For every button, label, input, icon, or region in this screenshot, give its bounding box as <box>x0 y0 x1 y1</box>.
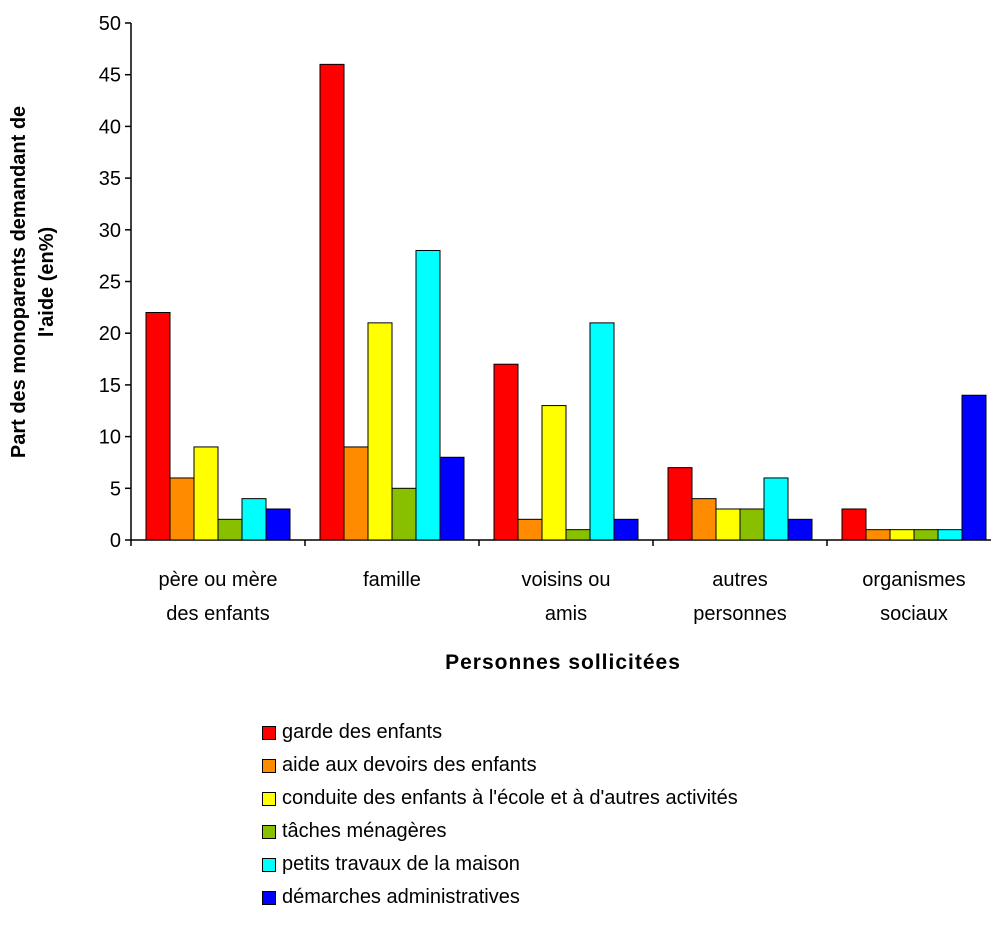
legend-swatch <box>262 857 276 872</box>
bar <box>517 518 543 541</box>
bar <box>913 529 939 541</box>
y-tick-label: 15 <box>99 375 121 397</box>
bar <box>265 508 291 541</box>
bar <box>787 518 813 541</box>
legend-label: garde des enfants <box>282 721 443 743</box>
x-category-label: famille <box>363 569 421 591</box>
bar <box>613 518 639 541</box>
bar <box>763 477 789 541</box>
legend-label: démarches administratives <box>282 886 520 908</box>
legend-swatch <box>262 890 276 905</box>
legend-item: tâches ménagères <box>262 815 738 848</box>
y-tick-label: 50 <box>99 13 121 35</box>
y-tick-label: 0 <box>110 530 121 552</box>
bar <box>715 508 741 541</box>
y-axis-title: Part des monoparents demandant de l'aide … <box>8 106 58 458</box>
bar <box>367 322 393 541</box>
bar <box>589 322 615 541</box>
y-tick-label: 25 <box>99 272 121 294</box>
bar <box>343 446 369 541</box>
x-category-label: autres <box>712 569 768 591</box>
x-category-label: des enfants <box>166 603 269 625</box>
legend-label: aide aux devoirs des enfants <box>282 754 537 776</box>
x-category-label: organismes <box>862 569 965 591</box>
legend-swatch <box>262 824 276 839</box>
x-category-label: père ou mère <box>159 569 278 591</box>
bar <box>145 312 171 541</box>
legend-item: conduite des enfants à l'école et à d'au… <box>262 782 738 815</box>
y-tick-label: 20 <box>99 323 121 345</box>
bar <box>217 518 243 541</box>
bar <box>667 467 693 541</box>
bar-chart: 0 5 10 15 20 25 30 35 40 45 50 père ou mère des enfa… <box>8 13 991 674</box>
x-category-label: voisins ou <box>522 569 611 591</box>
x-axis-title: Personnes sollicitées <box>445 651 681 674</box>
legend-swatch <box>262 725 276 740</box>
y-tick-label: 35 <box>99 168 121 190</box>
x-category-label: amis <box>545 603 587 625</box>
y-tick-label: 40 <box>99 116 121 138</box>
bar <box>493 363 519 541</box>
legend-item: garde des enfants <box>262 716 738 749</box>
y-tick-label: 10 <box>99 427 121 449</box>
legend-label: conduite des enfants à l'école et à d'au… <box>282 787 738 809</box>
legend-label: petits travaux de la maison <box>282 853 520 875</box>
legend-swatch <box>262 758 276 773</box>
bar <box>739 508 765 541</box>
bar <box>565 529 591 541</box>
bar <box>319 63 345 541</box>
chart-legend: garde des enfants aide aux devoirs des en… <box>262 716 738 914</box>
bar <box>691 498 717 541</box>
y-tick-label: 45 <box>99 65 121 87</box>
y-tick-label: 30 <box>99 220 121 242</box>
bar <box>169 477 195 541</box>
legend-swatch <box>262 791 276 806</box>
bar <box>937 529 963 541</box>
bar <box>841 508 867 541</box>
bar <box>889 529 915 541</box>
bar <box>439 456 465 541</box>
legend-item: petits travaux de la maison <box>262 848 738 881</box>
legend-label: tâches ménagères <box>282 820 447 842</box>
bar <box>415 249 441 541</box>
bar <box>541 405 567 541</box>
legend-item: aide aux devoirs des enfants <box>262 749 738 782</box>
bar <box>961 394 987 541</box>
legend-item: démarches administratives <box>262 881 738 914</box>
bar <box>241 498 267 541</box>
x-category-label: sociaux <box>880 603 948 625</box>
y-tick-label: 5 <box>110 478 121 500</box>
bar <box>865 529 891 541</box>
bar <box>391 487 417 541</box>
bar <box>193 446 219 541</box>
x-category-label: personnes <box>693 603 786 625</box>
